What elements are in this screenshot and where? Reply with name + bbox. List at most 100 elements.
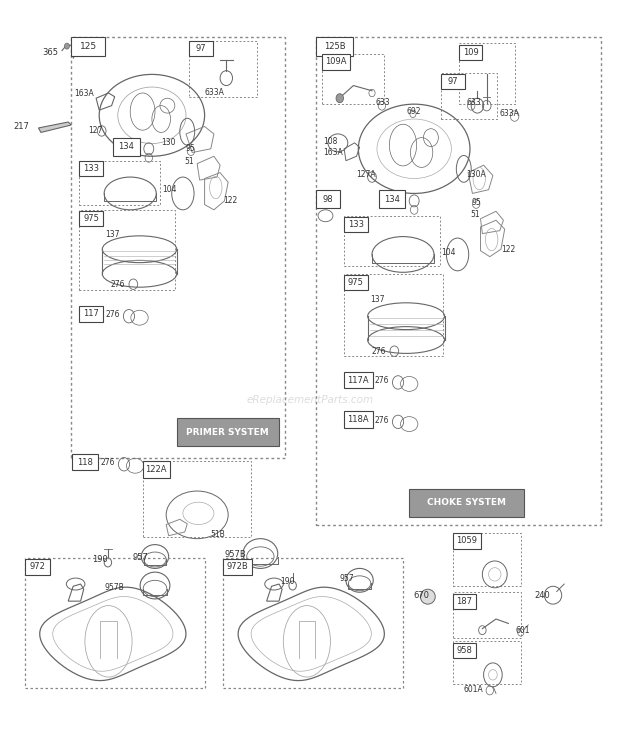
Bar bbox=[409, 489, 524, 517]
Text: 51: 51 bbox=[185, 157, 195, 166]
Circle shape bbox=[336, 94, 343, 103]
Text: 118: 118 bbox=[77, 458, 93, 466]
Bar bbox=[453, 592, 521, 638]
Text: 957B: 957B bbox=[224, 550, 246, 559]
Text: 276: 276 bbox=[374, 416, 389, 425]
Text: 633: 633 bbox=[466, 98, 481, 107]
Bar bbox=[71, 37, 285, 458]
Bar bbox=[344, 217, 368, 232]
Bar bbox=[223, 559, 252, 575]
Text: 957B: 957B bbox=[104, 583, 124, 592]
Text: 276: 276 bbox=[110, 280, 125, 289]
Text: 163A: 163A bbox=[74, 89, 94, 97]
Text: 130: 130 bbox=[161, 138, 175, 147]
Text: 972B: 972B bbox=[226, 562, 249, 571]
Text: 137: 137 bbox=[370, 295, 384, 304]
Text: 365: 365 bbox=[42, 48, 58, 57]
Text: 957: 957 bbox=[133, 554, 149, 562]
Text: 670: 670 bbox=[413, 591, 429, 600]
Text: 127: 127 bbox=[89, 126, 103, 135]
Bar bbox=[25, 558, 205, 688]
Text: 130A: 130A bbox=[466, 170, 486, 179]
Text: 122: 122 bbox=[223, 196, 237, 205]
Bar bbox=[79, 306, 103, 322]
Bar bbox=[344, 216, 440, 266]
Bar bbox=[453, 594, 476, 609]
Text: 692: 692 bbox=[407, 107, 421, 116]
Text: 633: 633 bbox=[375, 98, 390, 107]
Bar bbox=[459, 45, 482, 60]
Text: 240: 240 bbox=[534, 591, 550, 600]
Text: 51: 51 bbox=[470, 210, 480, 219]
Text: 95: 95 bbox=[471, 198, 481, 207]
Bar bbox=[344, 275, 368, 290]
Text: 972: 972 bbox=[29, 562, 45, 571]
Text: 217: 217 bbox=[14, 122, 30, 131]
Text: 957: 957 bbox=[340, 574, 355, 583]
Text: 122: 122 bbox=[501, 245, 515, 254]
Text: 958: 958 bbox=[456, 646, 472, 655]
Bar bbox=[72, 454, 98, 470]
Text: 104: 104 bbox=[162, 185, 177, 194]
Text: 601: 601 bbox=[516, 626, 530, 635]
Text: 190: 190 bbox=[92, 555, 107, 564]
Ellipse shape bbox=[420, 589, 435, 604]
Text: 276: 276 bbox=[100, 458, 115, 467]
Bar bbox=[344, 372, 373, 388]
Bar bbox=[322, 54, 384, 104]
Bar bbox=[316, 190, 340, 208]
Bar bbox=[25, 559, 50, 575]
Text: 122A: 122A bbox=[146, 465, 167, 474]
Bar bbox=[441, 74, 465, 89]
Bar bbox=[79, 161, 103, 176]
Text: 134: 134 bbox=[384, 194, 401, 204]
Text: 276: 276 bbox=[105, 310, 120, 319]
Text: 975: 975 bbox=[83, 214, 99, 223]
Text: 104: 104 bbox=[441, 248, 456, 257]
Bar bbox=[79, 211, 103, 226]
Bar bbox=[322, 54, 350, 70]
Text: 117: 117 bbox=[83, 310, 99, 318]
Bar bbox=[459, 43, 515, 104]
Text: CHOKE SYSTEM: CHOKE SYSTEM bbox=[427, 498, 506, 507]
Polygon shape bbox=[38, 122, 71, 132]
Bar bbox=[79, 210, 175, 290]
Text: 127A: 127A bbox=[356, 170, 376, 179]
Bar bbox=[177, 418, 279, 446]
Text: 108: 108 bbox=[324, 137, 338, 146]
Text: 276: 276 bbox=[372, 347, 386, 356]
Text: 125: 125 bbox=[80, 42, 97, 51]
Text: 1059: 1059 bbox=[456, 536, 477, 545]
Text: 601A: 601A bbox=[464, 685, 484, 694]
Text: 109: 109 bbox=[463, 48, 479, 57]
Text: 51B: 51B bbox=[211, 530, 226, 539]
Text: 97: 97 bbox=[448, 77, 459, 86]
Bar bbox=[79, 161, 160, 205]
Bar bbox=[143, 461, 170, 478]
Text: 95: 95 bbox=[186, 144, 196, 153]
Bar bbox=[344, 274, 443, 356]
Text: 975: 975 bbox=[348, 278, 364, 287]
Text: 133: 133 bbox=[348, 220, 364, 229]
Text: 97: 97 bbox=[195, 44, 206, 53]
Bar bbox=[316, 37, 353, 56]
Bar bbox=[143, 461, 251, 537]
Text: 134: 134 bbox=[118, 142, 135, 152]
Bar bbox=[316, 37, 601, 525]
Bar bbox=[453, 641, 521, 684]
Bar bbox=[189, 41, 213, 56]
Text: 163A: 163A bbox=[324, 148, 343, 157]
Text: 98: 98 bbox=[322, 194, 334, 204]
Bar bbox=[453, 533, 481, 549]
Text: PRIMER SYSTEM: PRIMER SYSTEM bbox=[187, 428, 269, 437]
Text: 190: 190 bbox=[280, 577, 294, 586]
Text: eReplacementParts.com: eReplacementParts.com bbox=[246, 395, 374, 405]
Circle shape bbox=[64, 43, 69, 49]
Bar bbox=[453, 533, 521, 586]
Bar bbox=[344, 411, 373, 428]
Bar bbox=[113, 138, 140, 156]
Bar bbox=[379, 190, 405, 208]
Bar bbox=[189, 41, 257, 97]
Text: 187: 187 bbox=[456, 597, 472, 606]
Bar bbox=[453, 643, 476, 658]
